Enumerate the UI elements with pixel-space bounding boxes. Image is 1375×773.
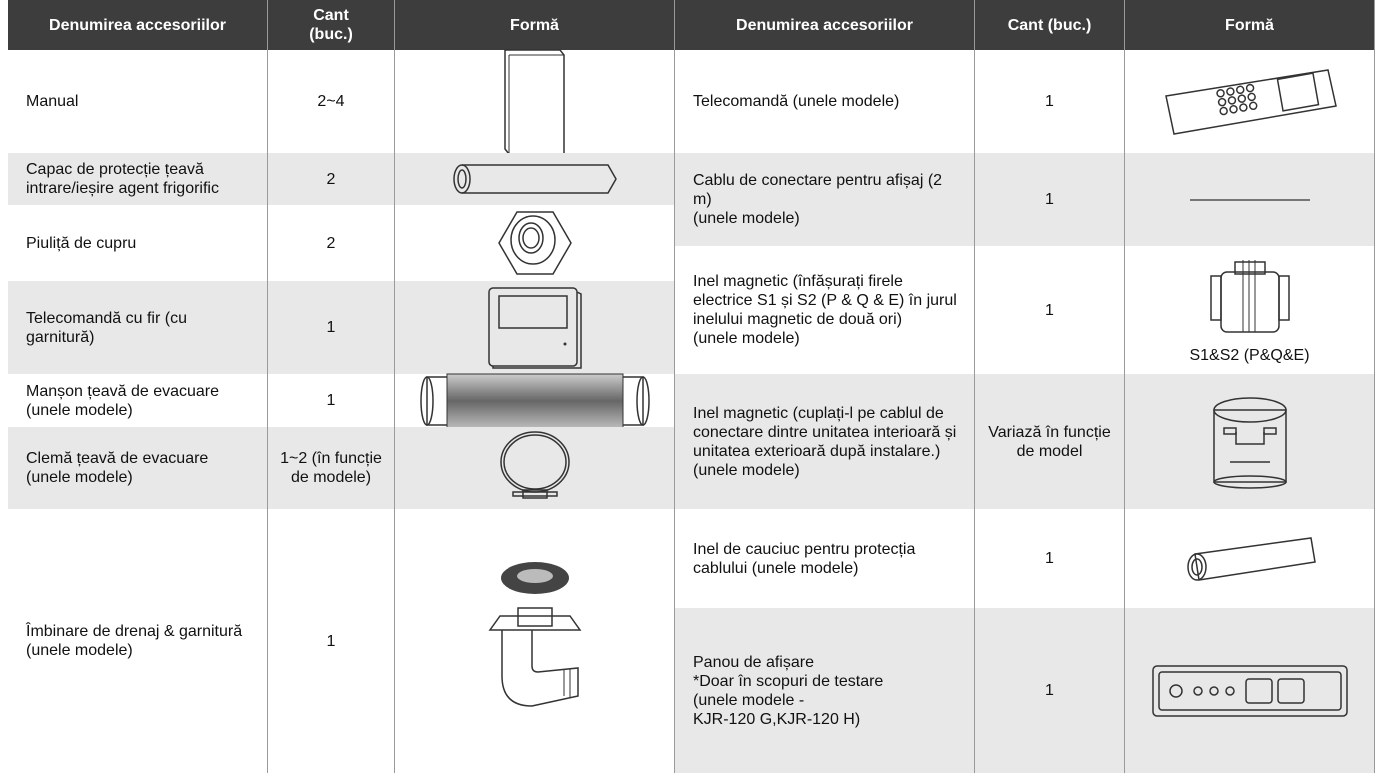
item-name: Îmbinare de drenaj & garnitură (unele mo… [8,509,268,773]
header-cell: Denumirea accesoriilor [8,0,268,50]
item-qty-text: 1~2 (în funcție de modele) [280,450,382,486]
item-shape [395,48,675,155]
item-icon [500,47,570,157]
item-qty-text: 1 [1045,550,1054,567]
item-qty: 1 [268,509,395,773]
item-qty-text: 1 [1045,191,1054,208]
item-name: Manșon țeavă de evacuare (unele modele) [8,374,268,427]
shape-label: S1&S2 (P&Q&E) [1189,346,1310,364]
item-qty-text: 1 [1045,682,1054,699]
item-name-text: Panou de afișare *Doar în scopuri de tes… [693,653,884,728]
header-cell: Formă [395,0,675,50]
item-qty-text: 1 [1045,93,1054,110]
item-icon [1160,66,1340,138]
item-qty: 1 [975,608,1125,773]
item-shape [1125,153,1375,246]
item-name-text: Manual [26,93,79,110]
item-name-text: Inel magnetic (cuplați-l pe cablul de co… [693,404,957,479]
item-shape [1125,374,1375,509]
item-name: Cablu de conectare pentru afișaj (2 m) (… [675,153,975,246]
item-icon [1189,197,1310,203]
item-qty-text: Variază în funcție de model [988,423,1111,460]
item-name-text: Inel magnetic (înfășurați firele electri… [693,273,957,347]
item-shape [1125,50,1375,153]
item-shape [395,205,675,281]
item-icon [450,161,620,197]
item-icon [1205,256,1295,336]
header-cell-text: Formă [1225,16,1274,34]
item-name-text: Îmbinare de drenaj & garnitură (unele mo… [26,623,243,659]
item-qty: 1 [975,246,1125,374]
item-qty: 1 [975,50,1125,153]
item-shape [395,373,675,428]
item-icon [1175,534,1325,584]
item-qty-text: 1 [326,632,336,650]
item-qty: 1 [975,509,1125,608]
item-icon [480,556,590,726]
item-name: Clemă țeavă de evacuare (unele modele) [8,427,268,509]
item-name-text: Cablu de conectare pentru afișaj (2 m) (… [693,172,943,227]
header-cell: Cant (buc.) [268,0,395,50]
item-qty-text: 1 [326,392,336,409]
header-cell-text: Denumirea accesoriilor [736,16,913,34]
header-cell-text: Denumirea accesoriilor [49,16,226,34]
item-icon [485,284,585,372]
item-name: Piuliță de cupru [8,205,268,281]
item-qty-text: 1 [326,319,336,336]
item-name: Panou de afișare *Doar în scopuri de tes… [675,608,975,773]
item-name: Inel magnetic (cuplați-l pe cablul de co… [675,374,975,509]
item-name: Inel magnetic (înfășurați firele electri… [675,246,975,374]
header-cell-text: Cant (buc.) [309,7,353,43]
item-qty: 1 [975,153,1125,246]
item-name-text: Telecomandă cu fir (cu garnitură) [26,309,187,346]
item-name-text: Piuliță de cupru [26,234,137,252]
item-name-text: Inel de cauciuc pentru protecția cablulu… [693,540,916,577]
item-name: Telecomandă cu fir (cu garnitură) [8,281,268,374]
item-qty-text: 1 [1045,301,1054,319]
item-icon [417,371,653,431]
item-qty: Variază în funcție de model [975,374,1125,509]
item-qty: 2 [268,153,395,205]
item-qty-text: 2 [326,234,336,252]
item-name-text: Telecomandă (unele modele) [693,93,900,110]
item-name-text: Clemă țeavă de evacuare (unele modele) [26,450,209,486]
item-icon [1200,392,1300,492]
header-cell-text: Formă [510,16,559,34]
item-qty: 1~2 (în funcție de modele) [268,427,395,509]
item-icon [1150,663,1350,719]
item-shape [1125,509,1375,608]
item-icon [495,428,575,508]
header-cell-text: Cant (buc.) [1007,16,1092,34]
item-qty: 2 [268,205,395,281]
item-shape [1125,608,1375,773]
item-qty-text: 2~4 [317,93,345,110]
item-name: Inel de cauciuc pentru protecția cablulu… [675,509,975,608]
item-shape [395,509,675,773]
item-name: Manual [8,50,268,153]
item-qty: 1 [268,281,395,374]
header-cell: Cant (buc.) [975,0,1125,50]
header-cell: Denumirea accesoriilor [675,0,975,50]
item-shape: S1&S2 (P&Q&E) [1125,246,1375,374]
header-cell: Formă [1125,0,1375,50]
item-shape [395,281,675,374]
item-qty: 2~4 [268,50,395,153]
item-shape [395,153,675,205]
item-qty-text: 2 [326,170,336,188]
item-shape [395,427,675,509]
item-icon [495,208,575,278]
item-name: Capac de protecție țeavă intrare/ieșire … [8,153,268,205]
item-qty: 1 [268,374,395,427]
item-name: Telecomandă (unele modele) [675,50,975,153]
item-name-text: Manșon țeavă de evacuare (unele modele) [26,382,220,419]
item-name-text: Capac de protecție țeavă intrare/ieșire … [26,161,219,197]
